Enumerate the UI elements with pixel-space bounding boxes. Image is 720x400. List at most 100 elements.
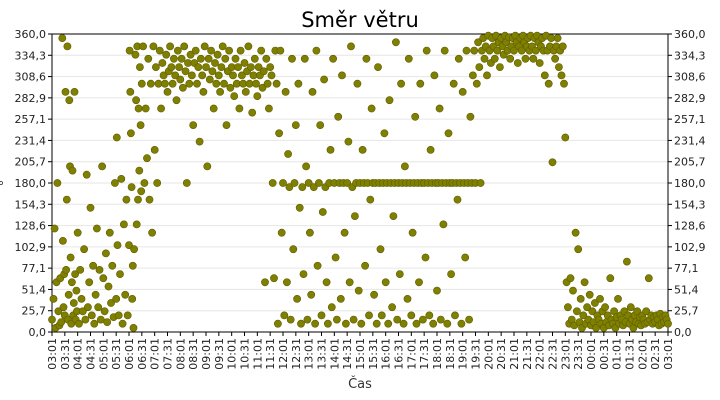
data-point <box>580 278 589 287</box>
data-point <box>169 54 178 63</box>
data-point <box>144 54 153 63</box>
data-point <box>127 183 136 191</box>
x-tick-label: 13:31 <box>316 338 329 370</box>
data-point <box>331 253 340 262</box>
data-point <box>82 170 91 179</box>
data-point <box>309 183 318 191</box>
data-point <box>132 220 141 229</box>
data-point <box>140 179 149 187</box>
data-point <box>73 228 82 237</box>
data-point <box>435 104 444 113</box>
data-point <box>62 265 70 274</box>
data-point <box>416 79 425 88</box>
data-point <box>558 42 567 51</box>
data-point <box>63 42 72 51</box>
data-point <box>149 42 158 51</box>
data-point <box>258 83 267 92</box>
data-point <box>601 303 609 312</box>
data-point <box>350 212 359 220</box>
y-tick-label-left: 205,7 <box>15 156 47 169</box>
data-point <box>425 311 434 320</box>
data-point <box>175 63 183 71</box>
data-point <box>472 79 481 88</box>
data-point <box>548 158 557 167</box>
data-point <box>415 278 423 287</box>
data-point <box>377 311 386 320</box>
data-point <box>199 88 208 96</box>
x-tick-label: 03:31 <box>59 338 72 370</box>
data-point <box>162 50 171 59</box>
data-point <box>540 71 549 80</box>
data-point <box>583 303 591 312</box>
data-point <box>453 195 462 204</box>
x-tick-label: 11:31 <box>264 338 277 370</box>
x-tick-label: 08:01 <box>174 338 187 370</box>
data-point <box>585 290 594 299</box>
data-point <box>155 46 164 55</box>
data-point <box>393 315 402 324</box>
data-point <box>329 54 337 63</box>
data-point <box>202 63 210 71</box>
data-point <box>642 307 651 316</box>
data-point <box>126 129 135 138</box>
data-point <box>195 137 204 146</box>
data-point <box>112 133 121 142</box>
y-tick-label-right: 77,1 <box>674 262 699 275</box>
data-point <box>168 79 177 88</box>
data-point <box>353 79 362 88</box>
data-point <box>290 179 299 187</box>
data-point <box>374 63 382 71</box>
data-point <box>150 145 159 154</box>
data-point <box>81 315 90 324</box>
y-tick-label-left: 154,3 <box>15 198 47 211</box>
data-point <box>128 294 137 303</box>
data-point <box>80 245 88 254</box>
x-tick-label: 18:01 <box>431 338 444 370</box>
x-tick-label: 06:31 <box>136 338 149 370</box>
data-point <box>49 294 58 303</box>
data-point <box>555 63 563 71</box>
y-tick-label-right: 282,9 <box>674 92 706 105</box>
data-point <box>569 286 577 295</box>
data-point <box>397 79 405 88</box>
data-point <box>107 299 115 307</box>
data-point <box>254 63 263 71</box>
data-point <box>412 319 421 328</box>
data-point <box>347 42 355 51</box>
data-point <box>381 278 390 287</box>
data-point <box>462 46 471 55</box>
x-axis: 03:01 03:31 04:01 04:31 05:01 05:31 06:01 06:31… <box>46 332 675 370</box>
data-point <box>391 38 400 47</box>
data-point <box>77 294 86 303</box>
data-point <box>311 319 319 328</box>
data-point <box>521 54 530 63</box>
y-tick-label-right: 257,1 <box>674 113 706 126</box>
data-point <box>84 303 92 312</box>
data-point <box>323 319 332 328</box>
data-point <box>513 59 522 67</box>
data-point <box>69 299 78 307</box>
y-tick-label-right: 51,4 <box>674 283 699 296</box>
data-point <box>444 129 453 138</box>
data-point <box>53 179 62 187</box>
data-point <box>236 46 245 55</box>
data-point <box>103 318 112 326</box>
y-tick-label-left: 308,6 <box>15 71 47 84</box>
data-point <box>132 96 140 105</box>
data-point <box>357 319 366 328</box>
data-point <box>158 59 167 67</box>
x-tick-label: 07:01 <box>149 338 162 370</box>
data-point <box>222 121 231 129</box>
data-point <box>275 129 283 138</box>
data-point <box>176 75 185 84</box>
data-point <box>449 79 458 88</box>
data-point <box>276 46 285 55</box>
data-point <box>241 88 250 96</box>
data-point <box>76 265 85 274</box>
data-point <box>285 183 294 191</box>
data-point <box>395 270 404 278</box>
data-point <box>71 270 79 278</box>
y-tick-label-left: 231,4 <box>15 134 47 147</box>
y-axis-label: ° <box>0 180 13 187</box>
